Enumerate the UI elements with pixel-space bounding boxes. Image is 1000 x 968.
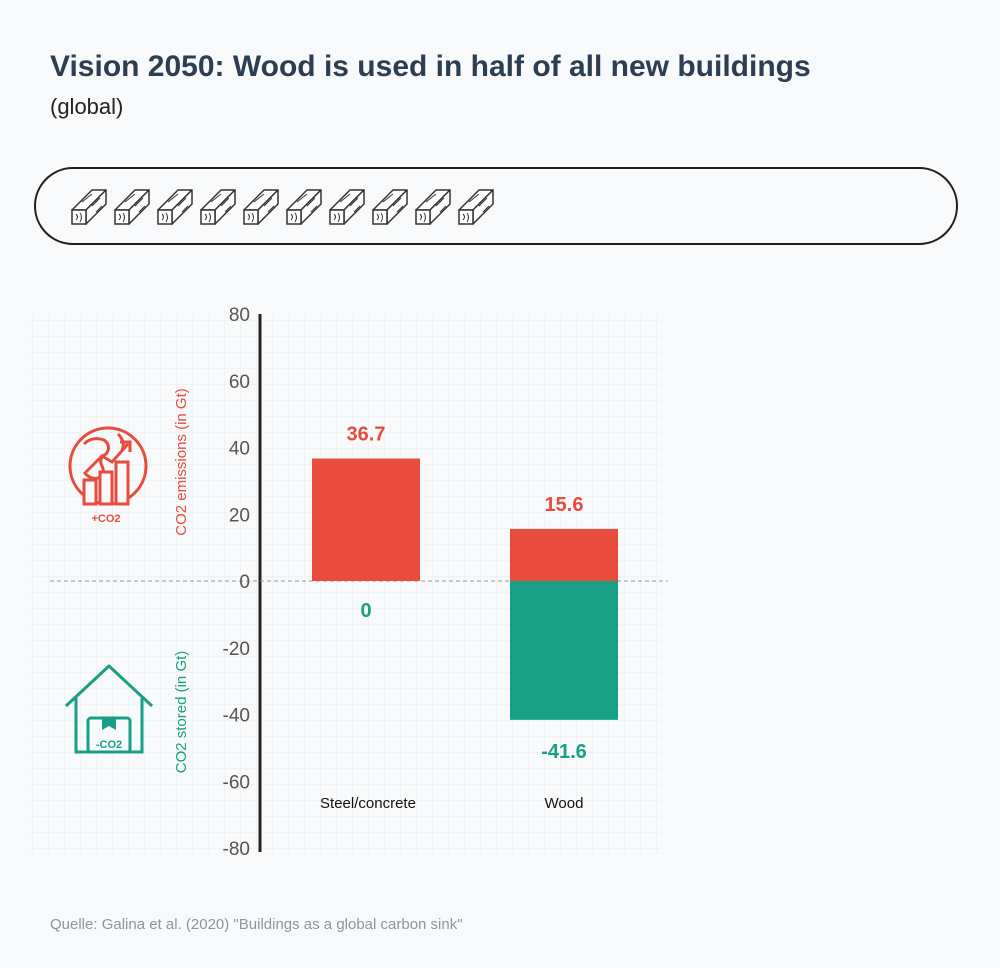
house-storage-icon: -CO2 bbox=[64, 664, 154, 754]
y-tick-label: 80 bbox=[229, 305, 250, 326]
y-axis-label-stored: CO2 stored (in Gt) bbox=[173, 651, 190, 774]
wood-beam-icon bbox=[200, 189, 236, 225]
y-tick-label: 40 bbox=[229, 439, 250, 460]
globe-growth-chart-icon: +CO2 bbox=[68, 426, 148, 525]
page-subtitle: (global) bbox=[50, 94, 124, 119]
y-tick-label: -40 bbox=[223, 706, 250, 727]
y-tick-label: -60 bbox=[223, 772, 250, 793]
y-axis-label-emissions: CO2 emissions (in Gt) bbox=[173, 388, 190, 536]
wood-beam-icon bbox=[415, 189, 451, 225]
y-tick-label: 0 bbox=[239, 572, 250, 593]
page-title: Vision 2050: Wood is used in half of all… bbox=[50, 50, 811, 83]
source-note: Quelle: Galina et al. (2020) "Buildings … bbox=[50, 916, 463, 933]
wood-beam-icon bbox=[329, 189, 365, 225]
data-label: -41.6 bbox=[541, 741, 587, 763]
data-label: 15.6 bbox=[545, 494, 584, 516]
bar-emissions-1 bbox=[510, 528, 618, 581]
plus-co2-label: +CO2 bbox=[91, 513, 120, 525]
minus-co2-label: -CO2 bbox=[96, 739, 122, 751]
wood-beam-icon bbox=[71, 189, 107, 225]
wood-beam-icon bbox=[372, 189, 408, 225]
bar-stored-1 bbox=[510, 581, 618, 720]
data-label: 0 bbox=[360, 600, 371, 622]
bar-emissions-0 bbox=[312, 458, 420, 581]
wood-beam-icon bbox=[157, 189, 193, 225]
wood-beam-row bbox=[68, 184, 498, 228]
wood-beam-icon bbox=[286, 189, 322, 225]
y-tick-label: -20 bbox=[223, 639, 250, 660]
wood-beam-icon bbox=[243, 189, 279, 225]
wood-beam-icon bbox=[458, 189, 494, 225]
data-label: 36.7 bbox=[347, 424, 386, 446]
wood-beam-icon bbox=[114, 189, 150, 225]
y-tick-label: 20 bbox=[229, 505, 250, 526]
y-tick-label: -80 bbox=[223, 839, 250, 860]
category-label: Wood bbox=[545, 795, 584, 812]
y-tick-label: 60 bbox=[229, 372, 250, 393]
category-label: Steel/concrete bbox=[320, 795, 416, 812]
